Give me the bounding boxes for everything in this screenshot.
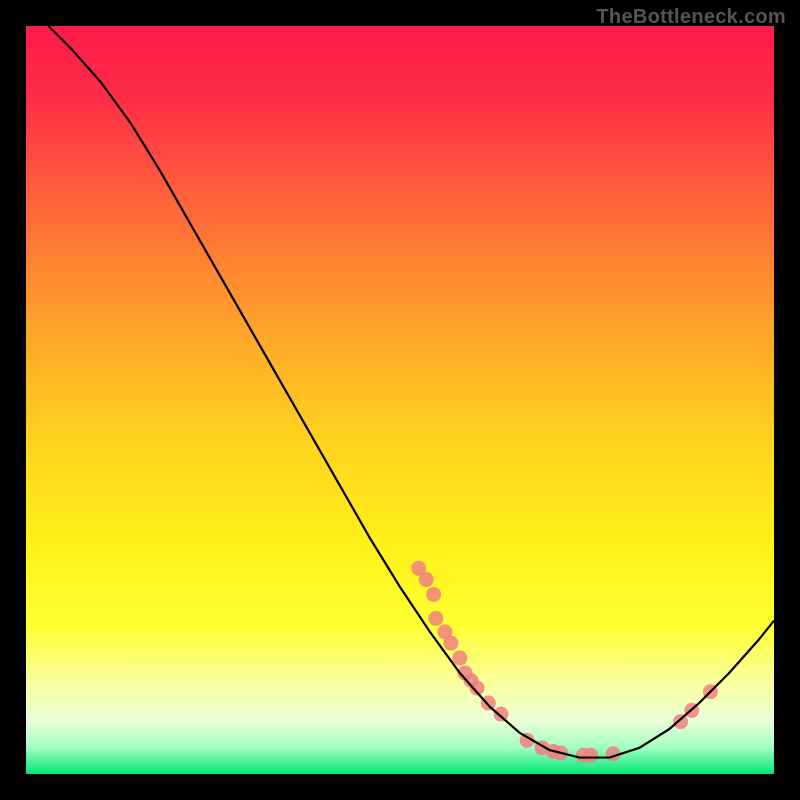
data-marker — [428, 611, 443, 626]
data-marker — [443, 636, 458, 651]
data-marker — [426, 587, 441, 602]
data-marker — [493, 707, 508, 722]
watermark-text: TheBottleneck.com — [596, 6, 786, 29]
data-marker — [673, 714, 688, 729]
plot-area — [26, 26, 774, 774]
data-marker — [583, 748, 598, 763]
chart-curve — [26, 26, 774, 774]
data-marker — [419, 572, 434, 587]
curve-line — [48, 26, 774, 758]
markers-group — [411, 561, 718, 763]
data-marker — [452, 651, 467, 666]
